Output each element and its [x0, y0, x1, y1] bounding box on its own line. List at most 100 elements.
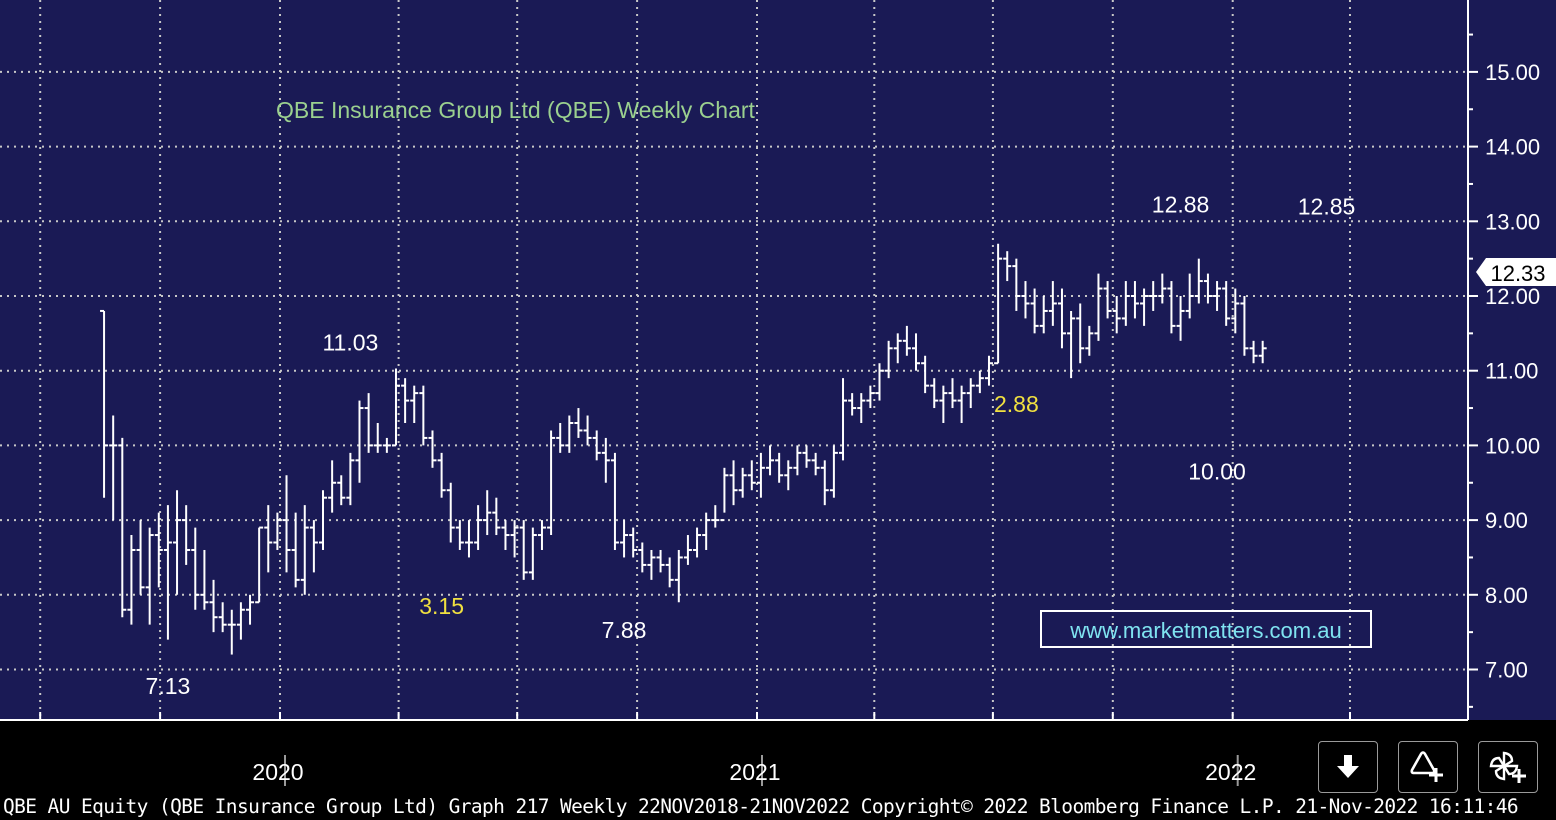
price-annotation: 7.13: [146, 673, 191, 699]
drawing-tools-button[interactable]: [1478, 741, 1538, 793]
ohlc-bar: [474, 505, 483, 550]
ohlc-bar: [309, 520, 318, 573]
ohlc-bar: [1076, 303, 1085, 364]
ohlc-bar: [601, 437, 610, 483]
ohlc-bar: [373, 422, 382, 453]
ohlc-bar: [337, 475, 346, 506]
ohlc-bar: [519, 520, 528, 580]
ohlc-bar: [1167, 281, 1176, 334]
ohlc-bar: [574, 408, 583, 438]
ohlc-bar: [1149, 281, 1158, 311]
ohlc-bar: [738, 467, 747, 498]
ohlc-bar: [1249, 340, 1258, 364]
ohlc-bar: [784, 460, 793, 491]
ohlc-bar: [711, 505, 720, 528]
ohlc-bar: [501, 520, 510, 550]
y-tick-label: 14.00: [1485, 135, 1540, 160]
ohlc-bar: [902, 325, 911, 356]
ohlc-bar: [355, 400, 364, 483]
ohlc-bar: [1003, 251, 1012, 282]
ohlc-bar: [319, 490, 328, 550]
y-tick-label: 15.00: [1485, 60, 1540, 85]
price-annotation: 3.15: [419, 593, 464, 619]
ohlc-bar: [282, 475, 291, 573]
watermark-text: www.marketmatters.com.au: [1069, 618, 1341, 643]
ohlc-bar: [391, 368, 400, 447]
x-axis: 2020 2021 2022: [0, 712, 1468, 786]
ohlc-bar: [756, 452, 765, 498]
y-tick-label: 10.00: [1485, 433, 1540, 458]
ohlc-bar: [382, 437, 391, 453]
ohlc-bar: [702, 512, 711, 550]
download-button[interactable]: [1318, 741, 1378, 793]
ohlc-bar: [656, 549, 665, 573]
y-tick-label: 12.00: [1485, 284, 1540, 309]
ohlc-bar: [893, 333, 902, 364]
last-price-tag: 12.33: [1476, 258, 1556, 286]
y-tick-label: 8.00: [1485, 583, 1528, 608]
ohlc-bar: [720, 467, 729, 522]
ohlc-bar: [921, 355, 930, 394]
ohlc-bar: [994, 243, 1003, 365]
ohlc-bar: [264, 505, 273, 573]
price-annotation: 10.00: [1188, 458, 1246, 484]
ohlc-bar: [446, 482, 455, 543]
ohlc-bar: [1203, 273, 1212, 304]
ohlc-bar: [145, 527, 154, 625]
ohlc-bar: [1176, 296, 1185, 341]
ohlc-bar: [647, 549, 656, 580]
ohlc-bar: [620, 520, 629, 558]
ohlc-bar: [273, 512, 282, 550]
ohlc-bar: [1213, 281, 1222, 311]
ohlc-bar: [209, 579, 218, 633]
ohlc-bar: [1140, 288, 1149, 326]
ohlc-bar: [492, 497, 501, 536]
ohlc-bar: [1039, 296, 1048, 334]
ohlc-bar: [1130, 281, 1139, 319]
ohlc-bar: [848, 393, 857, 416]
price-annotation: 11.03: [322, 329, 378, 355]
ohlc-bar: [1158, 273, 1167, 304]
ohlc-bar: [154, 512, 163, 588]
ohlc-bar: [984, 355, 993, 386]
y-tick-label: 9.00: [1485, 508, 1528, 533]
price-bars: [100, 243, 1267, 655]
ohlc-bar: [528, 527, 537, 580]
ohlc-bar: [1094, 273, 1103, 341]
ohlc-bar: [1057, 288, 1066, 349]
ohlc-bar: [775, 452, 784, 483]
ohlc-bar: [811, 452, 820, 476]
ohlc-bar: [556, 422, 565, 453]
ohlc-bar: [1231, 288, 1240, 334]
ohlc-bar: [401, 378, 410, 423]
ohlc-bar: [510, 520, 519, 558]
ohlc-bar: [1185, 273, 1194, 319]
bottom-panel: [0, 720, 1556, 820]
ohlc-bar: [610, 452, 619, 550]
ohlc-bar: [291, 512, 300, 588]
grid-lines: [0, 0, 1468, 720]
ohlc-bar: [1012, 258, 1021, 311]
ohlc-bar: [820, 460, 829, 506]
add-annotation-button[interactable]: [1398, 741, 1458, 793]
ohlc-bar: [1258, 340, 1267, 364]
ohlc-bar: [802, 445, 811, 468]
triangle-plus-icon: [1410, 751, 1443, 782]
price-annotation: 12.88: [1152, 191, 1210, 217]
ohlc-bar: [629, 527, 638, 558]
ohlc-bar: [200, 549, 209, 610]
ohlc-bar: [419, 385, 428, 446]
ohlc-bar: [182, 505, 191, 565]
ohlc-bar: [884, 340, 893, 379]
y-tick-label: 7.00: [1485, 658, 1528, 683]
chart-title: QBE Insurance Group Ltd (QBE) Weekly Cha…: [276, 97, 756, 123]
x-year-label: 2021: [729, 759, 780, 785]
download-arrow-icon: [1337, 755, 1359, 778]
ohlc-bar: [346, 452, 355, 506]
plot-background: [0, 0, 1468, 720]
ohlc-bar: [127, 535, 136, 625]
ohlc-bar: [1103, 281, 1112, 319]
ohlc-bar: [455, 520, 464, 550]
ohlc-bar: [592, 430, 601, 461]
